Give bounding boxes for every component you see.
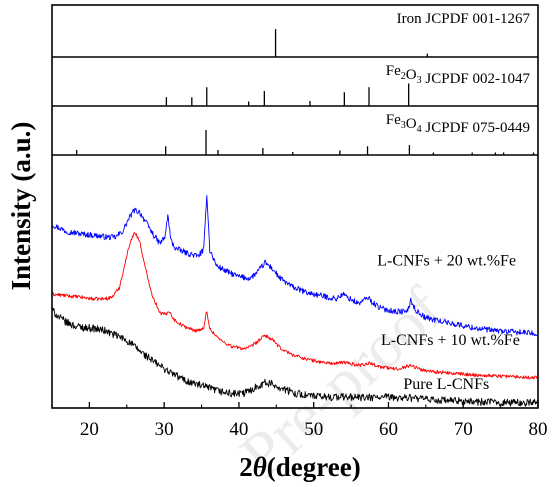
label-text: JCPDF 002-1047 — [422, 71, 531, 87]
label-text: Fe — [386, 112, 401, 128]
x-tick-label: 30 — [155, 419, 174, 440]
series-labels: L-CNFs + 20 wt.%Fe L-CNFs + 10 wt.%Fe Pure… — [377, 253, 520, 393]
x-tick-label: 50 — [304, 419, 323, 440]
series-label: L-CNFs + 10 wt.%Fe — [381, 332, 520, 349]
reference-panel: Fe3O4 JCPDF 075-0449 — [76, 112, 535, 155]
x-axis-title: 2θ(degree) — [239, 452, 360, 482]
series-line — [51, 231, 538, 380]
y-axis-title: Intensity (a.u.) — [6, 122, 36, 291]
x-axis-title-unit: (degree) — [267, 452, 361, 482]
series-line — [51, 195, 538, 337]
x-tick-label: 70 — [454, 419, 473, 440]
reference-label: Iron JCPDF 001-1267 — [397, 11, 531, 27]
series-layer — [51, 195, 538, 407]
x-axis-title-theta: θ — [253, 452, 267, 482]
reference-panel: Iron JCPDF 001-1267 — [274, 11, 531, 57]
x-tick-label: 80 — [529, 419, 548, 440]
label-text: O — [406, 67, 417, 83]
label-subscript: 4 — [417, 124, 422, 135]
reference-label: Fe2O3 JCPDF 002-1047 — [386, 63, 531, 87]
reference-label: Fe3O4 JCPDF 075-0449 — [386, 112, 530, 136]
label-subscript: 3 — [401, 120, 406, 131]
x-tick-label: 40 — [229, 419, 248, 440]
series-label: Pure L-CNFs — [403, 376, 489, 393]
x-axis-title-number: 2 — [239, 452, 253, 482]
x-tick-label: 60 — [379, 419, 398, 440]
label-text: JCPDF 075-0449 — [422, 120, 530, 136]
label-subscript: 3 — [417, 75, 422, 86]
axes: 20 30 40 50 60 70 80 2θ(degree) Intensity (a.u.) — [6, 122, 548, 482]
series-label: L-CNFs + 20 wt.%Fe — [377, 253, 516, 270]
x-tick-label: 20 — [80, 419, 99, 440]
plot-frame — [51, 4, 539, 409]
label-text: O — [406, 116, 417, 132]
label-subscript: 2 — [401, 71, 406, 82]
plot-border — [51, 4, 539, 409]
reference-panel: Fe2O3 JCPDF 002-1047 — [165, 63, 531, 106]
series-line — [51, 307, 538, 407]
label-text: Iron JCPDF 001-1267 — [397, 11, 531, 27]
label-text: Fe — [386, 63, 401, 79]
